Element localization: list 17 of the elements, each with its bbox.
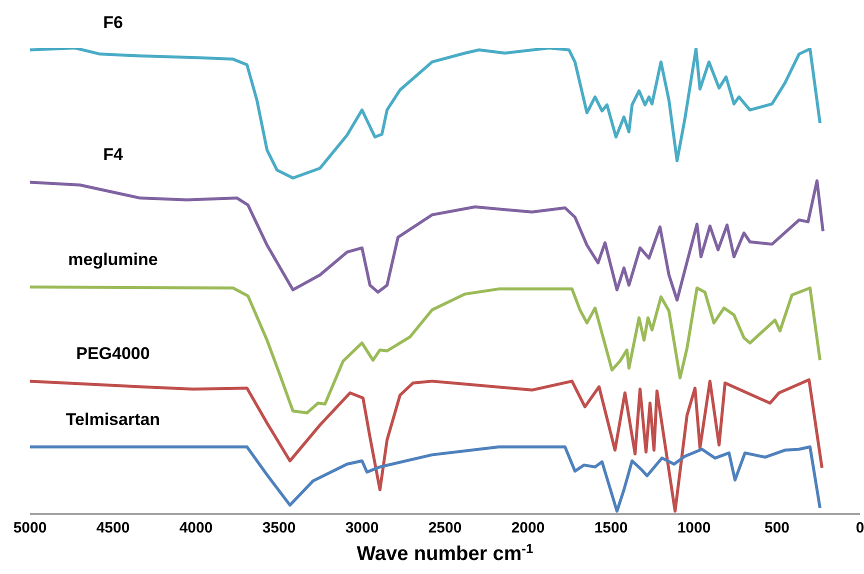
x-tick-label: 4500 — [96, 520, 130, 537]
x-tick-label: 1000 — [677, 520, 711, 537]
x-tick-label: 1500 — [594, 520, 628, 537]
series-label: Telmisartan — [66, 410, 160, 429]
series-label: meglumine — [68, 250, 158, 270]
x-tick-label: 5000 — [13, 520, 47, 537]
x-tick-label: 3500 — [262, 520, 296, 537]
x-tick-label: 2000 — [511, 520, 545, 537]
x-tick-label: 3000 — [345, 520, 379, 537]
x-axis-title: Wave number cm$^{-1}$ — [356, 540, 534, 565]
x-tick-label: 0 — [856, 520, 864, 537]
x-tick-label: 4000 — [179, 520, 213, 537]
x-tick-label: 2500 — [428, 520, 462, 537]
series-label: F4 — [103, 145, 124, 164]
x-tick-label: 500 — [764, 520, 790, 537]
series-label: PEG4000 — [76, 344, 150, 364]
series-label: F6 — [103, 12, 123, 32]
